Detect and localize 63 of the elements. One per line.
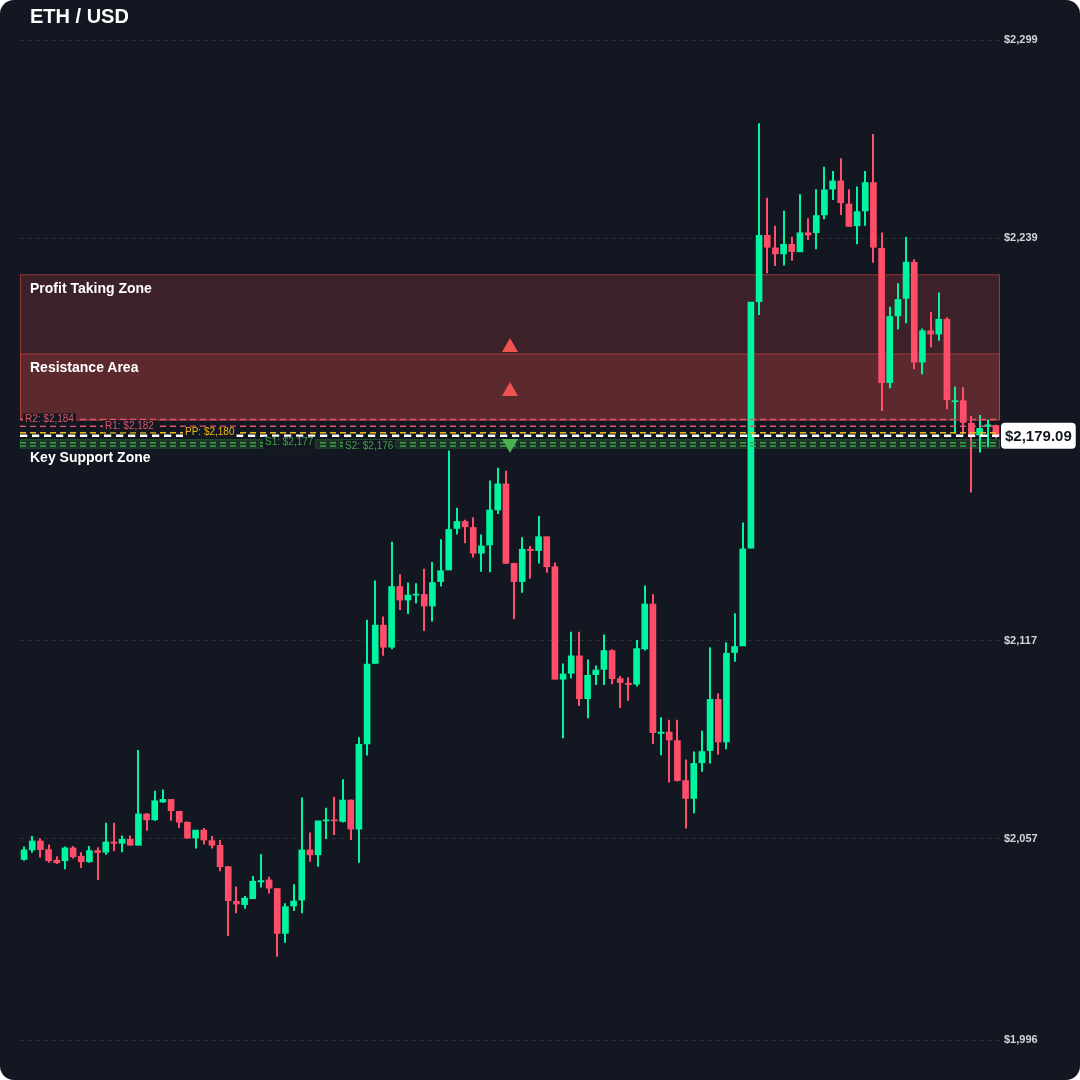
candlestick — [396, 573, 404, 611]
candlestick — [380, 615, 387, 657]
ref-line-label: R1: $2,182 — [105, 419, 155, 431]
candlestick — [731, 612, 738, 663]
candlestick — [535, 514, 542, 565]
candlestick — [951, 385, 959, 435]
ref-line-label: S2: $2,176 — [345, 439, 394, 451]
chart-title: ETH / USD — [30, 5, 129, 28]
candlestick — [837, 157, 845, 216]
candlestick — [600, 633, 608, 686]
candlestick — [290, 883, 297, 912]
candlestick — [788, 235, 796, 262]
y-tick-label: $2,057 — [1004, 831, 1038, 844]
ref-line-label: S1: $2,177 — [265, 436, 314, 448]
candlestick — [657, 716, 665, 757]
candlestick — [461, 518, 469, 545]
candlestick — [102, 821, 110, 856]
candlestick — [625, 676, 632, 702]
candlestick — [853, 185, 861, 246]
candlestick — [420, 567, 428, 633]
band-label: Profit Taking Zone — [30, 280, 153, 297]
y-tick-label: $2,117 — [1004, 633, 1038, 646]
candlestick — [151, 789, 159, 822]
candlestick — [927, 310, 934, 349]
band-label: Resistance Area — [30, 359, 139, 376]
candlestick — [812, 188, 820, 251]
candlestick — [167, 798, 175, 822]
ref-line-label: PP: $2,180 — [185, 426, 235, 438]
candlestick — [110, 821, 118, 853]
candlestick — [567, 630, 575, 680]
candlestick — [192, 829, 199, 850]
candlestick — [616, 674, 624, 709]
candlestick — [559, 662, 567, 740]
y-tick-label: $2,239 — [1004, 231, 1038, 244]
candlestick — [829, 170, 836, 202]
candlestick — [796, 193, 804, 253]
candlestick — [257, 853, 265, 889]
candlestick — [976, 413, 983, 454]
candlestick — [339, 778, 346, 824]
candlestick — [763, 196, 771, 275]
candlestick — [233, 885, 240, 915]
candlestick — [698, 729, 706, 773]
y-tick-label: $2,299 — [1004, 33, 1038, 46]
ref-line-label: R2: $2,184 — [25, 413, 75, 425]
candlestick — [984, 418, 992, 449]
candlestick — [527, 544, 534, 580]
candlestick — [453, 506, 461, 536]
candlestick — [665, 718, 673, 784]
candlestick — [437, 538, 444, 588]
candlestick — [780, 209, 787, 267]
ref-line-label: $2,179.09 — [1005, 426, 1072, 444]
candlestick — [510, 561, 518, 621]
candlestick — [478, 533, 485, 573]
band-label: Key Support Zone — [30, 449, 151, 466]
candlestick — [845, 188, 853, 228]
candlestick — [94, 846, 101, 881]
candlestick — [935, 291, 943, 342]
candlestick — [216, 839, 224, 873]
candlestick — [959, 386, 967, 436]
candlestick — [772, 224, 779, 268]
candlestick — [592, 664, 600, 686]
candlestick — [804, 217, 812, 241]
y-tick-label: $1,996 — [1004, 1033, 1038, 1046]
